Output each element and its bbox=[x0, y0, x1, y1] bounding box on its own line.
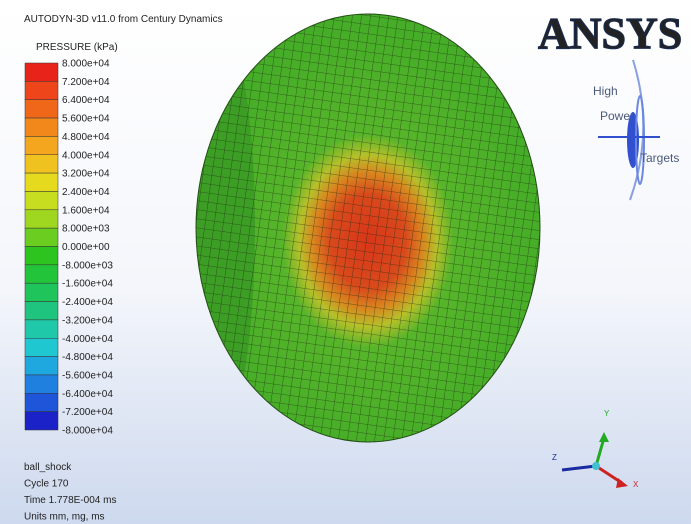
legend-swatch bbox=[25, 393, 58, 411]
legend-swatch bbox=[25, 136, 58, 154]
legend-swatch bbox=[25, 320, 58, 338]
legend-swatch bbox=[25, 100, 58, 118]
legend-swatch bbox=[25, 357, 58, 375]
legend-label: 7.200e+04 bbox=[62, 77, 110, 88]
color-legend: 8.000e+04 7.200e+04 6.400e+04 5.600e+04 4.80… bbox=[25, 59, 113, 437]
legend-label: -3.200e+04 bbox=[62, 315, 113, 326]
icon-label: Power bbox=[600, 109, 634, 123]
legend-label: 5.600e+04 bbox=[62, 114, 110, 125]
ansys-logo: ANSYS bbox=[538, 9, 682, 58]
info-line: Units mm, mg, ms bbox=[24, 512, 105, 523]
icon-label: High bbox=[593, 84, 618, 98]
legend-label: 3.200e+04 bbox=[62, 169, 110, 180]
legend-swatch bbox=[25, 81, 58, 99]
axis-label: Z bbox=[552, 453, 557, 462]
legend-label: -5.600e+04 bbox=[62, 370, 113, 381]
icon-label: Targets bbox=[640, 151, 679, 165]
legend-swatch bbox=[25, 173, 58, 191]
legend-label: -4.800e+04 bbox=[62, 352, 113, 363]
legend-swatch bbox=[25, 191, 58, 209]
legend-swatch bbox=[25, 63, 58, 81]
legend-label: 6.400e+04 bbox=[62, 95, 110, 106]
info-line: Time 1.778E-004 ms bbox=[24, 495, 116, 506]
axis-label: X bbox=[633, 480, 639, 489]
legend-swatch bbox=[25, 247, 58, 265]
legend-label: 8.000e+03 bbox=[62, 224, 110, 235]
axis-label: Y bbox=[604, 409, 610, 418]
viewport: AUTODYN-3D v11.0 from Century Dynamics P… bbox=[0, 0, 691, 524]
legend-swatch bbox=[25, 265, 58, 283]
info-line: Cycle 170 bbox=[24, 479, 69, 490]
legend-label: -8.000e+04 bbox=[62, 426, 113, 437]
legend-swatch bbox=[25, 228, 58, 246]
legend-label: 4.800e+04 bbox=[62, 132, 110, 143]
legend-label: 1.600e+04 bbox=[62, 205, 110, 216]
legend-label: -6.400e+04 bbox=[62, 389, 113, 400]
legend-label: -8.000e+03 bbox=[62, 260, 113, 271]
legend-swatch bbox=[25, 210, 58, 228]
legend-swatch bbox=[25, 302, 58, 320]
legend-label: 0.000e+00 bbox=[62, 242, 110, 253]
legend-swatch bbox=[25, 375, 58, 393]
legend-swatch bbox=[25, 155, 58, 173]
legend-label: -4.000e+04 bbox=[62, 334, 113, 345]
legend-label: 4.000e+04 bbox=[62, 150, 110, 161]
legend-swatch bbox=[25, 338, 58, 356]
legend-label: -1.600e+04 bbox=[62, 279, 113, 290]
info-line: ball_shock bbox=[24, 462, 72, 473]
legend-label: -2.400e+04 bbox=[62, 297, 113, 308]
legend-label: 2.400e+04 bbox=[62, 187, 110, 198]
legend-label: 8.000e+04 bbox=[62, 59, 110, 70]
legend-swatch bbox=[25, 283, 58, 301]
app-title: AUTODYN-3D v11.0 from Century Dynamics bbox=[24, 14, 223, 25]
legend-label: -7.200e+04 bbox=[62, 407, 113, 418]
legend-title: PRESSURE (kPa) bbox=[36, 42, 118, 53]
legend-swatch bbox=[25, 118, 58, 136]
legend-swatch bbox=[25, 412, 58, 430]
